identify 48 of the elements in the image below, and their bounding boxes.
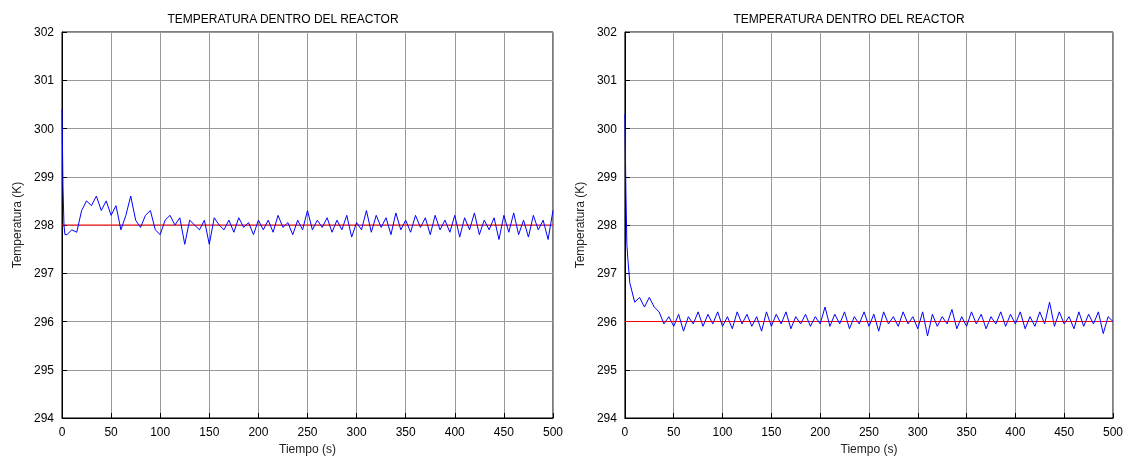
chart-title: TEMPERATURA DENTRO DEL REACTOR: [167, 12, 399, 26]
x-tick-label: 0: [621, 425, 629, 439]
y-tick-label: 302: [33, 25, 55, 39]
x-tick-label: 400: [444, 425, 466, 439]
x-tick-label: 400: [1005, 425, 1026, 439]
y-tick-label: 297: [33, 266, 55, 281]
x-tick-label: 300: [907, 425, 929, 439]
y-tick-label: 300: [596, 121, 618, 136]
chart-title: TEMPERATURA DENTRO DEL REACTOR: [733, 12, 965, 26]
y-tick-label: 300: [33, 121, 55, 136]
x-tick-label: 50: [104, 425, 119, 439]
x-axis-title: Tiempo (s): [840, 441, 898, 456]
y-tick-label: 295: [33, 362, 55, 377]
line-series: [61, 108, 554, 245]
x-tick-label: 50: [667, 425, 681, 439]
line-series: [624, 113, 1114, 337]
y-tick-label: 298: [596, 218, 618, 232]
x-axis-title: Tiempo (s): [279, 441, 336, 456]
x-tick-label: 200: [810, 425, 831, 439]
y-tick-label: 299: [596, 169, 618, 184]
x-tick-label: 350: [395, 425, 417, 439]
y-tick-label: 301: [33, 73, 55, 88]
y-tick-label: 301: [596, 73, 618, 88]
x-tick-label: 150: [761, 425, 782, 439]
y-tick-label: 296: [596, 314, 618, 329]
x-tick-label: 100: [712, 425, 733, 439]
y-tick-label: 297: [596, 266, 618, 281]
x-tick-label: 500: [542, 425, 564, 439]
x-tick-label: 0: [58, 425, 66, 439]
x-tick-label: 350: [956, 425, 977, 439]
y-tick-label: 294: [33, 411, 55, 425]
x-tick-label: 100: [150, 425, 171, 439]
x-tick-label: 200: [248, 425, 269, 439]
y-tick-label: 295: [596, 362, 618, 377]
y-tick-label: 298: [33, 218, 55, 232]
x-tick-label: 250: [858, 425, 880, 439]
y-axis-title: Temperatura (K): [10, 181, 25, 269]
y-tick-label: 296: [33, 314, 55, 329]
y-tick-label: 294: [596, 411, 618, 425]
x-tick-label: 500: [1102, 425, 1124, 439]
x-tick-label: 150: [199, 425, 220, 439]
x-tick-label: 450: [493, 425, 515, 439]
x-tick-label: 300: [346, 425, 367, 439]
y-axis-title: Temperatura (K): [573, 181, 587, 269]
x-tick-label: 250: [297, 425, 318, 439]
y-tick-label: 302: [596, 25, 618, 39]
y-tick-label: 299: [33, 169, 55, 184]
x-tick-label: 450: [1054, 425, 1075, 439]
